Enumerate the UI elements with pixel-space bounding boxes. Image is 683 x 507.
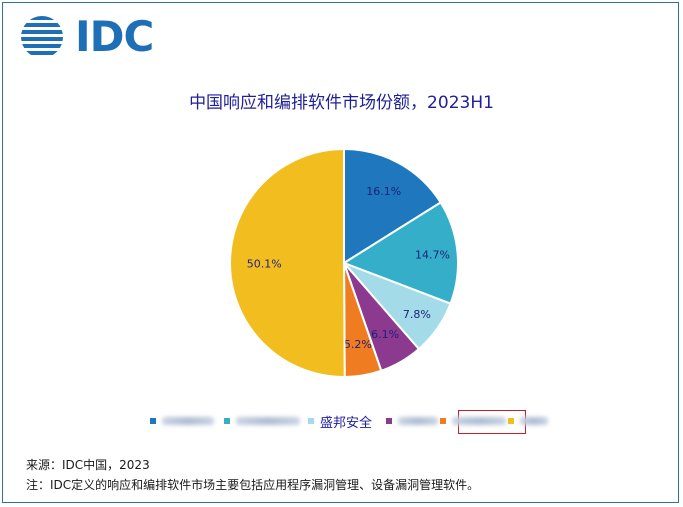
legend-swatch — [308, 418, 314, 424]
legend-label — [452, 417, 506, 425]
legend-label — [520, 417, 548, 425]
logo-text: IDC — [75, 12, 154, 61]
pie-chart: 16.1% 14.7% 7.8% 6.1%5.2% 50.1% — [229, 147, 459, 379]
pie-slice-label-1: 16.1% — [366, 185, 401, 198]
legend-swatch — [508, 418, 514, 424]
legend-swatch — [150, 418, 156, 424]
legend-label — [162, 417, 214, 425]
idc-logo: IDC — [19, 14, 169, 60]
pie-slice-label-2: 14.7% — [415, 248, 450, 261]
legend-label — [398, 417, 438, 425]
source-note: 来源：IDC中国，2023 — [26, 458, 150, 472]
legend-label — [236, 417, 300, 425]
legend-swatch — [440, 418, 446, 424]
pie-slice-label-3: 7.8% — [403, 308, 431, 321]
chart-title: 中国响应和编排软件市场份额，2023H1 — [189, 93, 494, 113]
pie-slice-label-5: 5.2% — [344, 338, 372, 351]
pie-slice-label-4: 6.1% — [371, 328, 399, 341]
pie-slice-2 — [341, 201, 459, 305]
legend-swatch — [224, 418, 230, 424]
legend-swatch — [386, 418, 392, 424]
globe-icon — [21, 16, 63, 55]
pie-slice-label-6: 50.1% — [247, 257, 282, 270]
definition-note: 注：IDC定义的响应和编排软件市场主要包括应用程序漏洞管理、设备漏洞管理软件。 — [26, 478, 480, 492]
legend-label: 盛邦安全 — [320, 416, 373, 431]
chart-legend: 盛邦安全 — [150, 410, 570, 434]
pie-slice-1 — [343, 147, 443, 265]
pie-slice-6 — [229, 147, 346, 378]
